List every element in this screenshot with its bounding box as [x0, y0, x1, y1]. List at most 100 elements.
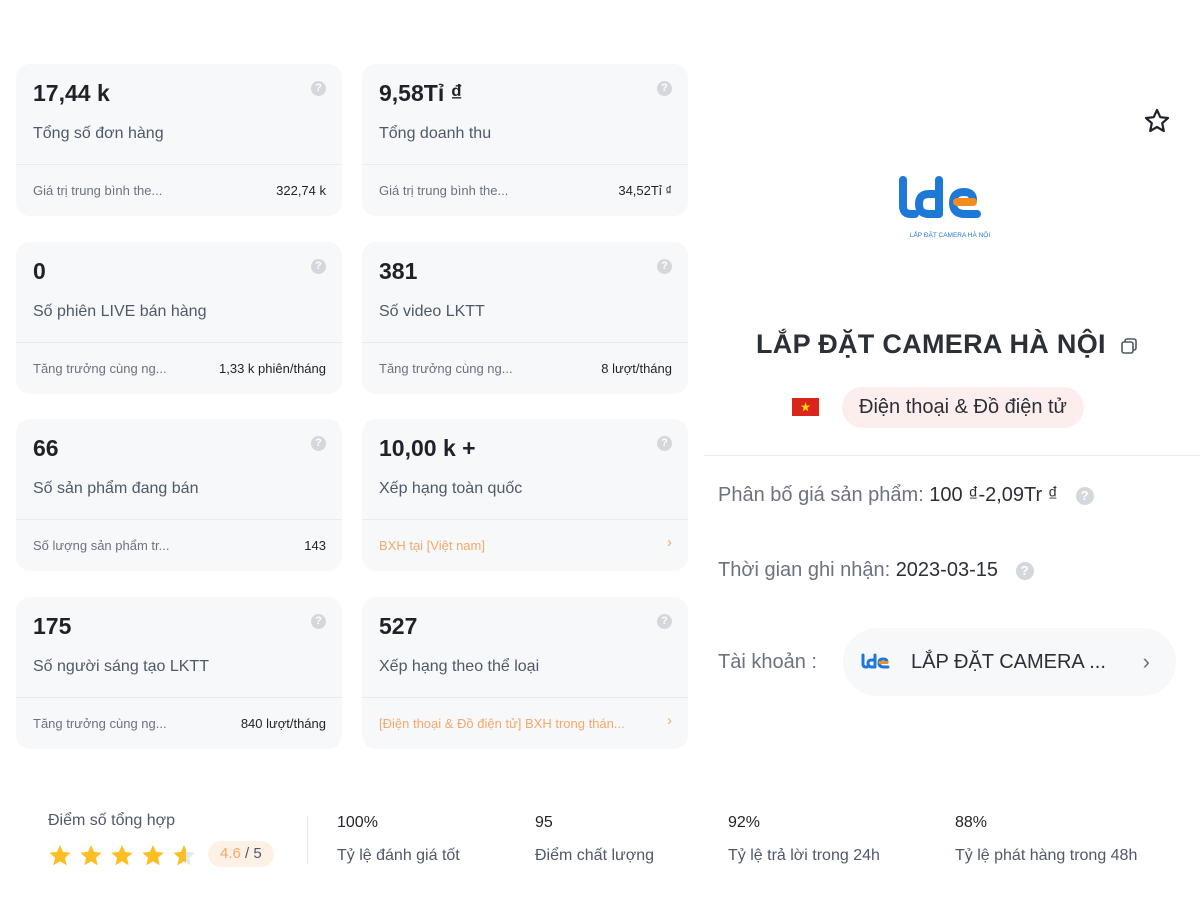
metric-label: Tỷ lệ phát hàng trong 48h — [955, 847, 1138, 864]
account-label: Tài khoản : — [718, 651, 817, 673]
help-icon[interactable]: ? — [657, 436, 672, 451]
rating-badge: 4.6 / 5 — [208, 841, 274, 867]
shop-name: LẮP ĐẶT CAMERA HÀ NỘI — [756, 329, 1106, 359]
card-label: Số phiên LIVE bán hàng — [33, 303, 207, 320]
score-title: Điểm số tổng hợp — [48, 812, 175, 829]
account-link[interactable]: LẮP ĐẶT CAMERA ... › — [843, 628, 1176, 696]
metric-card-products: 66 Số sản phẩm đang bán ? Số lượng sản p… — [16, 419, 342, 571]
favorite-star-icon[interactable] — [1140, 104, 1174, 138]
star-icon — [49, 845, 71, 866]
card-footer-label: Giá trị trung bình the... — [33, 183, 163, 198]
copy-icon[interactable] — [1120, 337, 1138, 355]
metric-card-orders: 17,44 k Tổng số đơn hàng ? Giá trị trung… — [16, 64, 342, 216]
metric-label: Điểm chất lượng — [535, 847, 655, 864]
price-value: 100 ₫-2,09Tr ₫ — [929, 484, 1058, 506]
help-icon[interactable]: ? — [657, 81, 672, 96]
card-divider — [16, 342, 342, 343]
card-value: 0 — [33, 258, 46, 284]
card-footer-value: 34,52Tỉ ₫ — [618, 183, 672, 198]
help-icon[interactable]: ? — [1015, 561, 1034, 580]
metric-label: Tỷ lệ trả lời trong 24h — [728, 847, 880, 864]
help-icon[interactable]: ? — [311, 81, 326, 96]
card-value: 527 — [379, 613, 418, 639]
ranking-link[interactable]: BXH tại [Việt nam] — [379, 538, 485, 553]
card-divider — [16, 519, 342, 520]
metric-value: 92% — [728, 814, 761, 831]
card-label: Tổng số đơn hàng — [33, 125, 164, 142]
card-label: Tổng doanh thu — [379, 125, 492, 142]
metric-card-creators: 175 Số người sáng tạo LKTT ? Tăng trưởng… — [16, 597, 342, 749]
chevron-right-icon: › — [1142, 649, 1150, 674]
rating-max: / 5 — [240, 845, 262, 862]
card-value: 17,44 k — [33, 80, 110, 106]
metric-card-national-rank: 10,00 k + Xếp hạng toàn quốc ? BXH tại [… — [362, 419, 688, 571]
price-distribution-row: Phân bố giá sản phẩm: 100 ₫-2,09Tr ₫ ? — [718, 484, 1094, 507]
metric-value: 100% — [337, 814, 378, 831]
metric-good-review-rate: 100% Tỷ lệ đánh giá tốt — [337, 814, 460, 865]
rating-stars — [49, 845, 195, 866]
card-value: 9,58Tỉ ₫ — [379, 80, 463, 106]
metric-label: Tỷ lệ đánh giá tốt — [337, 847, 460, 864]
metric-card-videos: 381 Số video LKTT ? Tăng trưởng cùng ng.… — [362, 242, 688, 394]
section-divider — [704, 455, 1200, 456]
card-footer-label: Tăng trưởng cùng ng... — [379, 361, 513, 376]
help-icon[interactable]: ? — [311, 259, 326, 274]
metric-shipping-rate: 88% Tỷ lệ phát hàng trong 48h — [955, 814, 1137, 865]
logo-caption: LẮP ĐẶT CAMERA HÀ NỘI — [910, 230, 991, 239]
card-divider — [362, 519, 688, 520]
card-label: Số video LKTT — [379, 303, 485, 320]
card-label: Số sản phẩm đang bán — [33, 480, 199, 497]
card-footer-label: Giá trị trung bình the... — [379, 183, 509, 198]
chevron-right-icon[interactable]: › — [667, 534, 672, 551]
card-value: 381 — [379, 258, 418, 284]
star-icon — [173, 845, 195, 866]
help-icon[interactable]: ? — [311, 614, 326, 629]
price-label: Phân bố giá sản phẩm: — [718, 484, 924, 506]
account-name: LẮP ĐẶT CAMERA ... — [911, 651, 1106, 673]
card-divider — [362, 164, 688, 165]
card-divider — [362, 342, 688, 343]
card-footer-label: Tăng trưởng cùng ng... — [33, 716, 167, 731]
card-footer-value: 1,33 k phiên/tháng — [219, 361, 326, 376]
star-icon — [142, 845, 164, 866]
card-divider — [362, 697, 688, 698]
vietnam-flag-icon — [792, 398, 819, 416]
card-divider — [16, 697, 342, 698]
star-icon — [111, 845, 133, 866]
card-footer-value: 8 lượt/tháng — [601, 361, 672, 376]
record-date-row: Thời gian ghi nhận: 2023-03-15 ? — [718, 559, 1034, 582]
ranking-link[interactable]: [Điện thoại & Đồ điện tử] BXH trong thán… — [379, 716, 625, 731]
help-icon[interactable]: ? — [657, 614, 672, 629]
star-icon — [80, 845, 102, 866]
chevron-right-icon[interactable]: › — [667, 712, 672, 729]
metric-quality-score: 95 Điểm chất lượng — [535, 814, 654, 865]
score-divider — [307, 816, 308, 864]
card-label: Xếp hạng toàn quốc — [379, 480, 523, 497]
metric-card-category-rank: 527 Xếp hạng theo thể loại ? [Điện thoại… — [362, 597, 688, 749]
card-label: Xếp hạng theo thể loại — [379, 658, 540, 675]
card-footer-label: Số lượng sản phẩm tr... — [33, 538, 170, 553]
card-footer-value: 840 lượt/tháng — [240, 716, 326, 731]
metric-value: 95 — [535, 814, 553, 831]
card-divider — [16, 164, 342, 165]
card-label: Số người sáng tạo LKTT — [33, 658, 209, 675]
category-badge[interactable]: Điện thoại & Đồ điện tử — [842, 387, 1084, 428]
card-value: 10,00 k + — [379, 435, 476, 461]
shop-logo: LẮP ĐẶT CAMERA HÀ NỘI — [899, 176, 991, 239]
card-value: 175 — [33, 613, 72, 639]
help-icon[interactable]: ? — [1075, 486, 1094, 505]
help-icon[interactable]: ? — [311, 436, 326, 451]
help-icon[interactable]: ? — [657, 259, 672, 274]
shop-logo-mini — [861, 653, 890, 669]
rating-value: 4.6 — [220, 845, 241, 862]
metric-card-live-sessions: 0 Số phiên LIVE bán hàng ? Tăng trưởng c… — [16, 242, 342, 394]
metric-card-revenue: 9,58Tỉ ₫ Tổng doanh thu ? Giá trị trung … — [362, 64, 688, 216]
metric-value: 88% — [955, 814, 988, 831]
metric-reply-rate: 92% Tỷ lệ trả lời trong 24h — [728, 814, 880, 865]
card-footer-label: Tăng trưởng cùng ng... — [33, 361, 167, 376]
card-footer-value: 322,74 k — [276, 183, 326, 198]
date-value: 2023-03-15 — [895, 559, 998, 581]
card-footer-value: 143 — [304, 538, 326, 553]
card-value: 66 — [33, 435, 59, 461]
date-label: Thời gian ghi nhận: — [718, 559, 891, 581]
